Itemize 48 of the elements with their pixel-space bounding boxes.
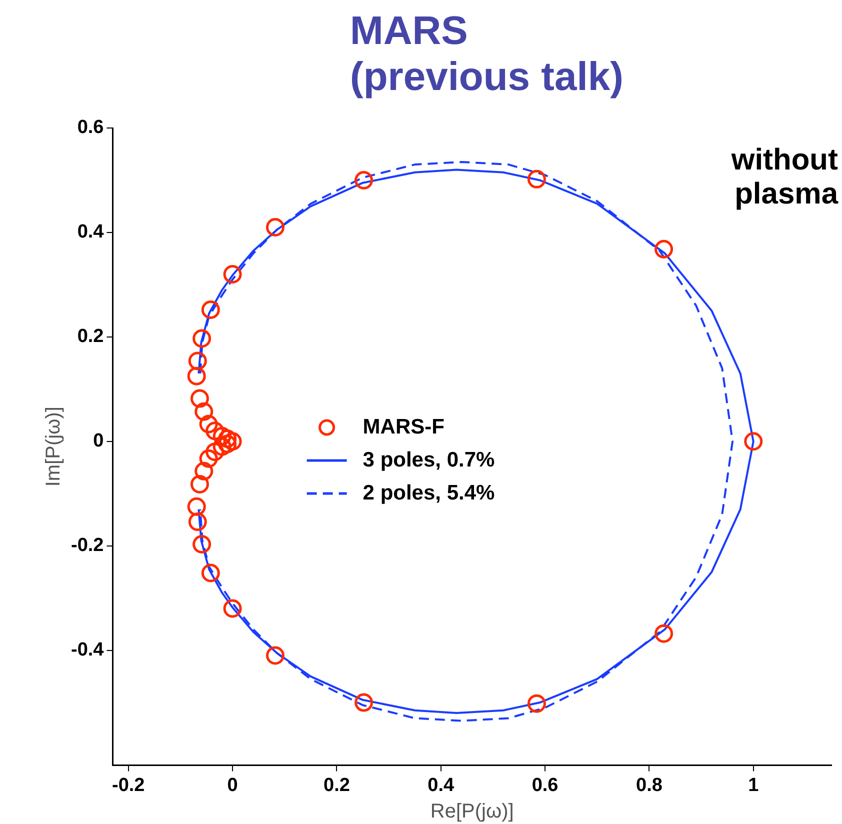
point xyxy=(199,414,218,434)
point xyxy=(190,474,209,494)
point xyxy=(527,170,546,188)
y-tick-label: 0 xyxy=(93,430,104,452)
point xyxy=(194,402,214,421)
point xyxy=(206,442,224,462)
y-tick-label: 0.6 xyxy=(77,117,104,138)
x-axis-title: Re[P(jω)] xyxy=(430,800,514,823)
point xyxy=(654,624,674,643)
point xyxy=(199,449,218,468)
x-tick-label: 0 xyxy=(227,774,238,796)
x-tick-label: 0.8 xyxy=(636,774,662,796)
point xyxy=(187,497,206,516)
y-tick-label: -0.4 xyxy=(70,640,104,661)
annotation: without plasma xyxy=(730,143,838,210)
point xyxy=(223,599,242,618)
x-tick-label: 1 xyxy=(748,774,760,796)
point xyxy=(354,170,374,190)
x-tick-label: 0.6 xyxy=(532,774,558,796)
chart-title: MARS (previous talk) xyxy=(350,8,624,100)
y-axis-title: Im[P(jω)] xyxy=(42,406,65,487)
legend-label: MARS-F xyxy=(362,415,445,438)
point xyxy=(223,432,242,451)
point xyxy=(744,432,763,451)
point xyxy=(192,329,212,348)
point xyxy=(654,240,674,258)
legend-label: 2 poles, 5.4% xyxy=(362,481,496,504)
point xyxy=(194,462,214,480)
point xyxy=(266,218,284,236)
point xyxy=(223,264,242,284)
point xyxy=(188,352,207,370)
legend-label: 3 poles, 0.7% xyxy=(362,448,496,472)
point xyxy=(190,389,209,408)
y-tick-label: 0.4 xyxy=(77,222,104,243)
point xyxy=(527,694,546,713)
point xyxy=(188,512,207,532)
point xyxy=(354,693,374,712)
x-tick-label: -0.2 xyxy=(112,774,145,796)
point xyxy=(206,422,224,440)
point xyxy=(266,646,284,665)
x-tick-label: 0.2 xyxy=(323,774,350,796)
point xyxy=(192,535,212,554)
y-tick-label: 0.2 xyxy=(77,326,104,348)
point xyxy=(187,366,206,386)
point xyxy=(201,564,220,582)
point xyxy=(201,300,220,320)
x-tick-label: 0.4 xyxy=(428,774,455,796)
y-tick-label: -0.2 xyxy=(70,535,104,556)
